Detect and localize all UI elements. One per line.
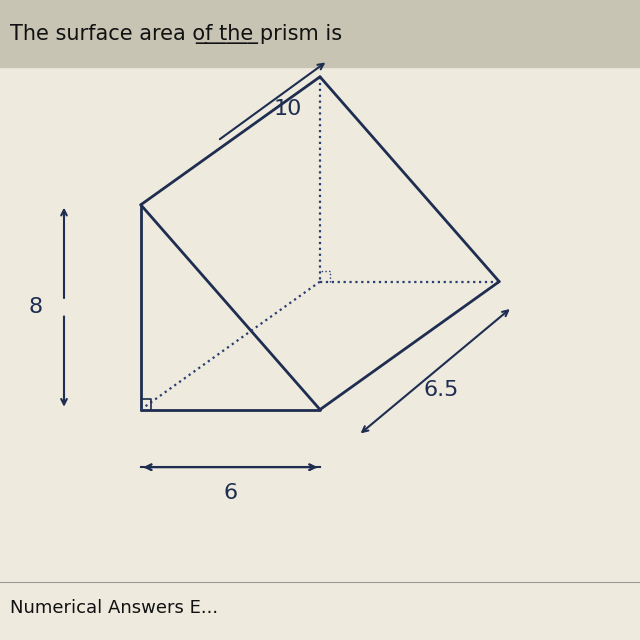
Bar — [0, 0, 640, 67]
Text: 6.5: 6.5 — [424, 380, 460, 401]
Text: 6: 6 — [223, 483, 237, 503]
Text: 8: 8 — [28, 297, 42, 317]
Text: The surface area of the prism is: The surface area of the prism is — [10, 24, 348, 44]
Text: 10: 10 — [274, 99, 302, 119]
Text: Numerical Answers E...: Numerical Answers E... — [10, 599, 218, 617]
Text: ______: ______ — [195, 24, 259, 44]
